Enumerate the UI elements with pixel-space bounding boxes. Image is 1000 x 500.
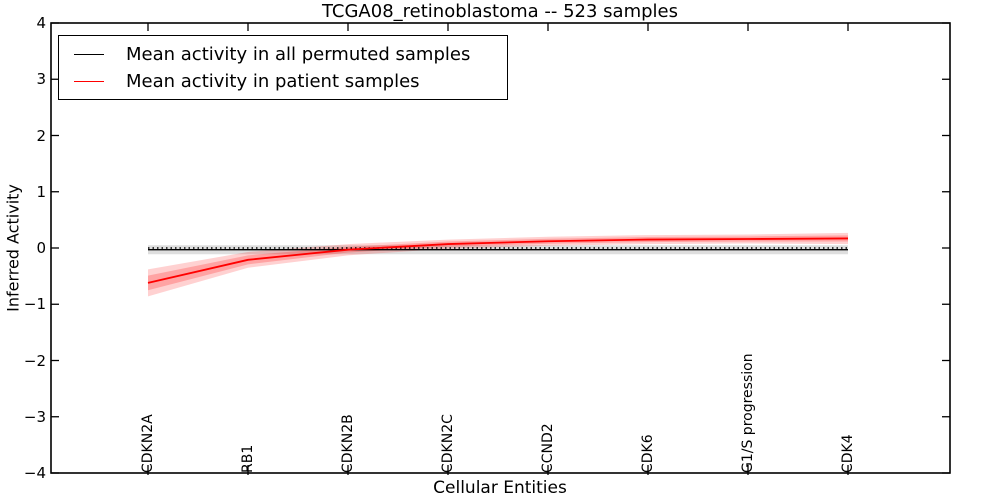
x-axis-label: Cellular Entities [433, 478, 567, 498]
x-tick-label: CDKN2A [140, 414, 156, 473]
y-tick-label: 3 [36, 70, 46, 89]
y-tick-label: 2 [36, 126, 46, 145]
patient-mean-line [147, 237, 849, 284]
legend: Mean activity in all permuted samples Me… [58, 35, 508, 100]
y-tick-label: 0 [36, 239, 46, 257]
y-tick-label: −1 [23, 295, 46, 314]
y-tick-label: 1 [36, 182, 46, 201]
patient-band-outer [148, 232, 848, 297]
legend-label-permuted: Mean activity in all permuted samples [126, 44, 471, 65]
x-tick-label: CDK6 [640, 434, 656, 473]
x-tick-label: RB1 [240, 444, 256, 473]
legend-item-patient: Mean activity in patient samples [59, 68, 507, 95]
chart-title: TCGA08_retinoblastoma -- 523 samples [321, 1, 679, 22]
x-tick-label: CDK4 [840, 434, 856, 473]
legend-label-patient: Mean activity in patient samples [126, 71, 420, 92]
x-tick-label: CDKN2C [440, 414, 456, 473]
y-tick-label: 4 [36, 14, 46, 32]
x-tick-label: CDKN2B [340, 414, 356, 473]
x-tick-label: G1/S progression [740, 353, 756, 473]
legend-line-sample-permuted [74, 54, 104, 55]
patient-band-inner [148, 235, 848, 291]
legend-line-sample-patient [74, 81, 104, 82]
y-tick-label: −4 [23, 464, 46, 482]
legend-item-permuted: Mean activity in all permuted samples [59, 41, 507, 68]
y-tick-label: −2 [23, 351, 46, 370]
y-tick-label: −3 [23, 407, 46, 426]
x-tick-label: CCND2 [540, 423, 556, 473]
